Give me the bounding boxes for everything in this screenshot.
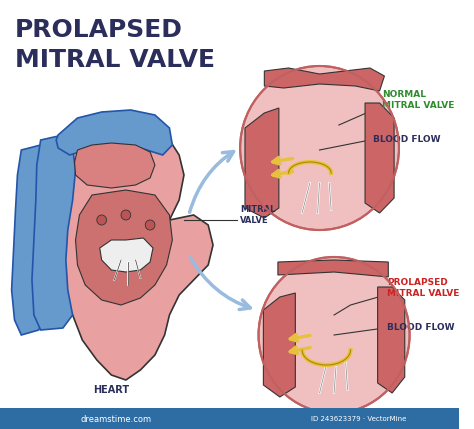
Polygon shape <box>75 190 173 305</box>
Polygon shape <box>278 260 388 277</box>
Text: MITRAL
VALVE: MITRAL VALVE <box>240 205 275 225</box>
Polygon shape <box>12 145 56 335</box>
Text: PROLAPSED: PROLAPSED <box>15 18 182 42</box>
Text: dreamstime.com: dreamstime.com <box>81 414 152 423</box>
Polygon shape <box>365 103 394 213</box>
Polygon shape <box>245 108 279 218</box>
Circle shape <box>121 210 131 220</box>
Circle shape <box>97 215 107 225</box>
Polygon shape <box>32 135 75 330</box>
Circle shape <box>240 66 399 230</box>
Polygon shape <box>264 68 384 91</box>
Polygon shape <box>100 238 153 272</box>
Polygon shape <box>48 120 213 380</box>
Polygon shape <box>74 143 155 188</box>
Text: PROLAPSED
MITRAL VALVE: PROLAPSED MITRAL VALVE <box>387 278 460 298</box>
Circle shape <box>145 220 155 230</box>
FancyBboxPatch shape <box>0 408 459 429</box>
Polygon shape <box>56 110 173 155</box>
Text: HEART: HEART <box>93 385 129 395</box>
Text: BLOOD FLOW: BLOOD FLOW <box>373 136 440 145</box>
Text: NORMAL
MITRAL VALVE: NORMAL MITRAL VALVE <box>383 90 455 110</box>
Polygon shape <box>264 293 295 397</box>
Text: ID 243623379 · VectorMine: ID 243623379 · VectorMine <box>310 416 406 422</box>
Circle shape <box>258 257 410 413</box>
Text: BLOOD FLOW: BLOOD FLOW <box>387 323 455 332</box>
Polygon shape <box>378 287 405 393</box>
Text: MITRAL VALVE: MITRAL VALVE <box>15 48 215 72</box>
